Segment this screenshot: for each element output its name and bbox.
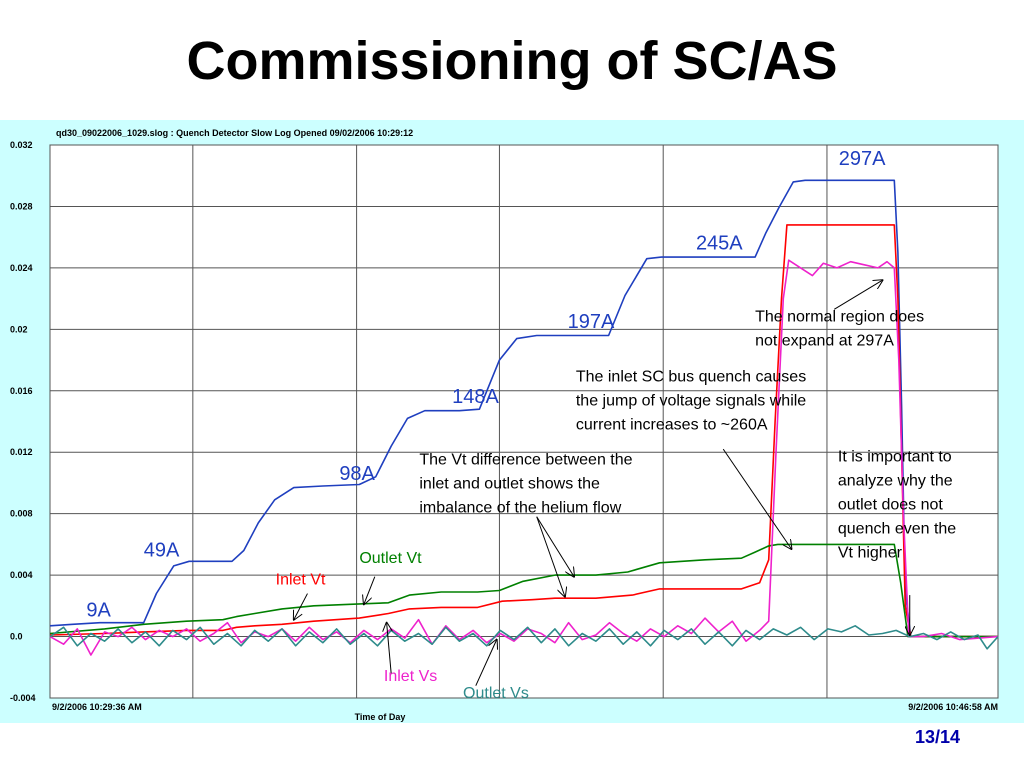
chart-header: qd30_09022006_1029.slog : Quench Detecto… [56,128,413,138]
y-tick-label: 0.024 [10,263,33,273]
annotation-text: It is important to [838,448,952,465]
y-tick-label: 0.028 [10,201,33,211]
annotation-arrow [833,280,882,310]
series-lines [49,179,999,656]
x-end-label: 9/2/2006 10:46:58 AM [908,702,998,712]
series-line-current [49,179,998,638]
y-tick-label: 0.004 [10,570,33,580]
annotation-arrow [475,640,497,686]
annotation-arrow [536,516,574,577]
annotation-text: current increases to ~260A [576,417,768,434]
annotation-arrow [387,623,392,674]
y-tick-label: 0.012 [10,447,33,457]
quench-detector-chart: 0.032 0.028 0.024 0.02 0.016 0.012 0.008 0.004 0… [10,128,999,722]
current-label: 98A [339,463,375,485]
x-start-label: 9/2/2006 10:29:36 AM [52,702,142,712]
chart-panel: 0.032 0.028 0.024 0.02 0.016 0.012 0.008 0.004 0… [0,120,1024,723]
annotation-text: The normal region does [755,309,924,326]
y-tick-label: 0.0 [10,632,23,642]
annotation-text: not expand at 297A [755,333,894,350]
series-label: Inlet Vs [384,668,437,685]
y-tick-label: 0.032 [10,140,33,150]
series-label: Outlet Vs [463,685,529,702]
annotation-text: The inlet SC bus quench causes [576,369,806,386]
series-line-outlet_vt [49,543,998,638]
y-tick-label: 0.016 [10,386,33,396]
annotation-text: inlet and outlet shows the [419,476,600,493]
y-tick-label: 0.02 [10,324,28,334]
series-line-outlet_vs [49,624,999,650]
y-tick-label: 0.008 [10,509,33,519]
series-label: Outlet Vt [359,550,422,567]
annotation-text: The Vt difference between the [419,452,632,469]
annotation-text: outlet does not [838,496,944,513]
annotation-arrow [722,448,791,549]
series-line-inlet_vt [49,224,998,638]
annotation-arrow [364,576,376,605]
annotation-text: Vt higher [838,544,903,561]
annotation-text: imbalance of the helium flow [419,500,621,517]
series-line-inlet_vs [49,259,999,656]
current-label: 49A [144,540,180,562]
annotation-text: the jump of voltage signals while [576,393,806,410]
annotation-arrow [536,516,565,597]
plot-area [49,144,999,699]
current-label: 9A [86,600,111,622]
annotation-text: quench even the [838,520,956,537]
y-tick-label: -0.004 [10,693,36,703]
annotation-arrow [294,593,308,620]
page-number: 13/14 [914,727,960,747]
current-label: 148A [452,386,499,408]
current-label: 245A [696,232,743,254]
chart-text: 0.032 0.028 0.024 0.02 0.016 0.012 0.008 0.004 0… [10,128,998,722]
grid [49,144,999,699]
annotation-arrows [294,280,910,686]
current-label: 297A [839,148,886,170]
x-axis-title: Time of Day [355,712,406,722]
series-label: Inlet Vt [276,571,326,588]
slide-title: Commissioning of SC/AS [186,31,838,91]
current-label: 197A [568,311,615,333]
annotation-text: analyze why the [838,472,953,489]
